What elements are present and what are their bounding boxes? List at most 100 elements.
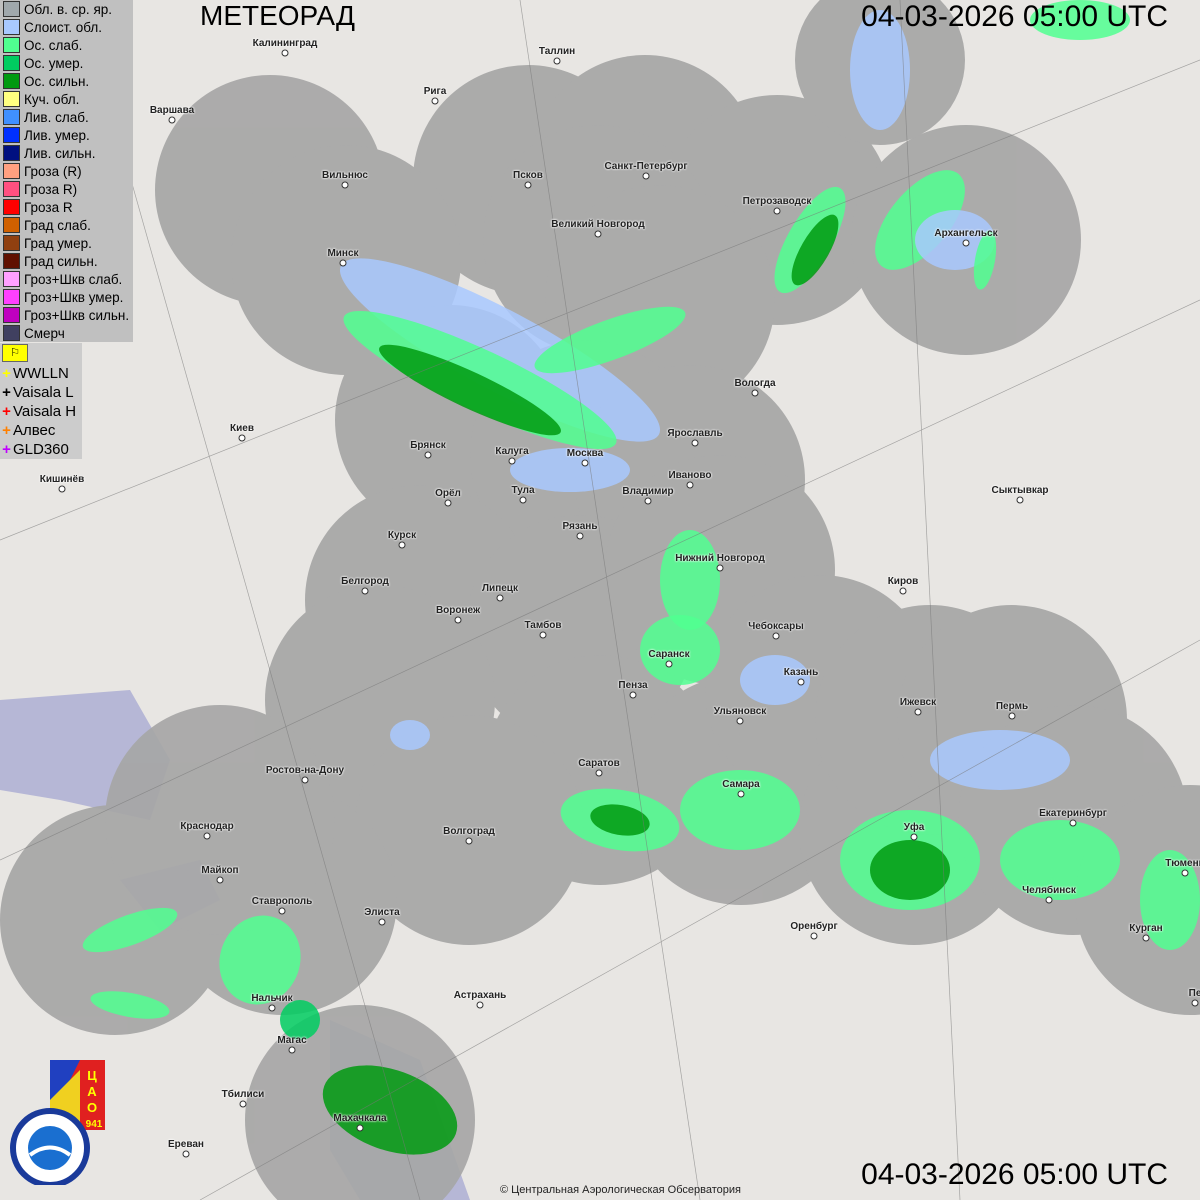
svg-text:А: А: [87, 1084, 97, 1099]
city-label: Уфа: [903, 822, 925, 833]
legend-item: Гроз+Шкв умер.: [0, 288, 133, 306]
legend-item: Слоист. обл.: [0, 18, 133, 36]
timestamp-top: 04-03-2026 05:00 UTC: [861, 0, 1168, 33]
city-label: Казань: [783, 667, 819, 678]
city-marker: [268, 1004, 276, 1012]
city-label: Екатеринбург: [1039, 808, 1107, 819]
city-label: Рига: [423, 86, 447, 97]
city-label: Ереван: [168, 1139, 204, 1150]
city-marker: [910, 833, 918, 841]
legend-label: Куч. обл.: [24, 91, 80, 107]
legend-label: Град слаб.: [24, 217, 91, 233]
city-label: Тула: [511, 485, 535, 496]
lightning-source[interactable]: + Алвес: [0, 421, 82, 440]
city-label: Нальчик: [251, 993, 293, 1004]
legend-label: Гроза R: [24, 199, 73, 215]
city-label: Калуга: [495, 446, 529, 457]
city-label: Минск: [327, 248, 359, 259]
legend-label: Гроз+Шкв сильн.: [24, 307, 130, 323]
legend-label: Смерч: [24, 325, 65, 341]
precipitation-area: [973, 230, 997, 290]
city-label: Варшава: [149, 105, 195, 116]
city-label: Воронеж: [435, 605, 481, 616]
city-label: Краснодар: [180, 821, 234, 832]
city-label: Тбилиси: [221, 1089, 265, 1100]
city-marker: [465, 837, 473, 845]
legend-item: Лив. слаб.: [0, 108, 133, 126]
lightning-source[interactable]: + Vaisala H: [0, 402, 82, 421]
legend-label: Гроз+Шкв слаб.: [24, 271, 123, 287]
city-label: Ярославль: [667, 428, 723, 439]
legend-item: Лив. умер.: [0, 126, 133, 144]
city-label: Нижний Новгород: [675, 553, 765, 564]
city-label: Ростов-на-Дону: [265, 765, 345, 776]
legend-item: Ос. слаб.: [0, 36, 133, 54]
city-label: Рязань: [562, 521, 598, 532]
legend-swatch: [3, 37, 20, 53]
legend-swatch: [3, 307, 20, 323]
city-marker: [751, 389, 759, 397]
precipitation-area: [339, 258, 661, 442]
precipitation-area: [875, 170, 965, 270]
radar-range-circle: [105, 705, 335, 935]
roshydromet-logo: Ц А О 941: [10, 1060, 110, 1190]
city-label: Ижевск: [899, 697, 937, 708]
legend-swatch: [3, 163, 20, 179]
city-label: Орёл: [435, 488, 461, 499]
lightning-source[interactable]: + GLD360: [0, 440, 82, 459]
city-marker: [962, 239, 970, 247]
lightning-source[interactable]: + Vaisala L: [0, 383, 82, 402]
city-label: Ульяновск: [713, 706, 767, 717]
precipitation-area: [660, 530, 720, 630]
city-marker: [341, 181, 349, 189]
lightning-source-label: WWLLN: [13, 365, 69, 382]
flag-icon[interactable]: ⚐: [2, 344, 28, 362]
city-marker: [182, 1150, 190, 1158]
legend-label: Лив. слаб.: [24, 109, 89, 125]
city-label: Астрахань: [453, 990, 507, 1001]
city-marker: [496, 594, 504, 602]
city-marker: [424, 451, 432, 459]
lightning-legend: ⚐ + WWLLN + Vaisala L + Vaisala H + Алвес + GLD36…: [0, 343, 82, 459]
lightning-source[interactable]: + WWLLN: [0, 364, 82, 383]
city-marker: [1008, 712, 1016, 720]
city-label: Челябинск: [1022, 885, 1076, 896]
legend-swatch: [3, 91, 20, 107]
legend-swatch: [3, 127, 20, 143]
city-label: Тюмень: [1165, 858, 1200, 869]
city-label: Сыктывкар: [991, 485, 1049, 496]
legend-item: Гроза R): [0, 180, 133, 198]
legend-item: Град умер.: [0, 234, 133, 252]
timestamp-bottom: 04-03-2026 05:00 UTC: [861, 1158, 1168, 1191]
city-marker: [644, 497, 652, 505]
copyright: © Центральная Аэрологическая Обсерватори…: [500, 1184, 741, 1196]
precipitation-area: [915, 210, 995, 270]
legend-label: Гроза R): [24, 181, 78, 197]
legend-item: Ос. умер.: [0, 54, 133, 72]
city-marker: [168, 116, 176, 124]
precipitation-area: [390, 720, 430, 750]
precipitation-area: [379, 344, 561, 436]
legend-swatch: [3, 235, 20, 251]
svg-text:О: О: [87, 1100, 97, 1115]
legend-swatch: [3, 181, 20, 197]
city-marker: [524, 181, 532, 189]
city-label: Кишинёв: [39, 474, 85, 485]
precipitation-area: [534, 306, 686, 374]
city-marker: [508, 457, 516, 465]
city-marker: [1191, 999, 1199, 1007]
legend-swatch: [3, 109, 20, 125]
cross-icon: +: [2, 365, 11, 382]
city-label: Иваново: [668, 470, 712, 481]
city-marker: [58, 485, 66, 493]
city-marker: [539, 631, 547, 639]
precipitation-area: [640, 615, 720, 685]
city-label: Калининград: [252, 38, 318, 49]
city-marker: [1016, 496, 1024, 504]
precipitation-area: [870, 840, 950, 900]
cross-icon: +: [2, 422, 11, 439]
legend-item: Лив. сильн.: [0, 144, 133, 162]
precipitation-area: [1030, 0, 1130, 40]
